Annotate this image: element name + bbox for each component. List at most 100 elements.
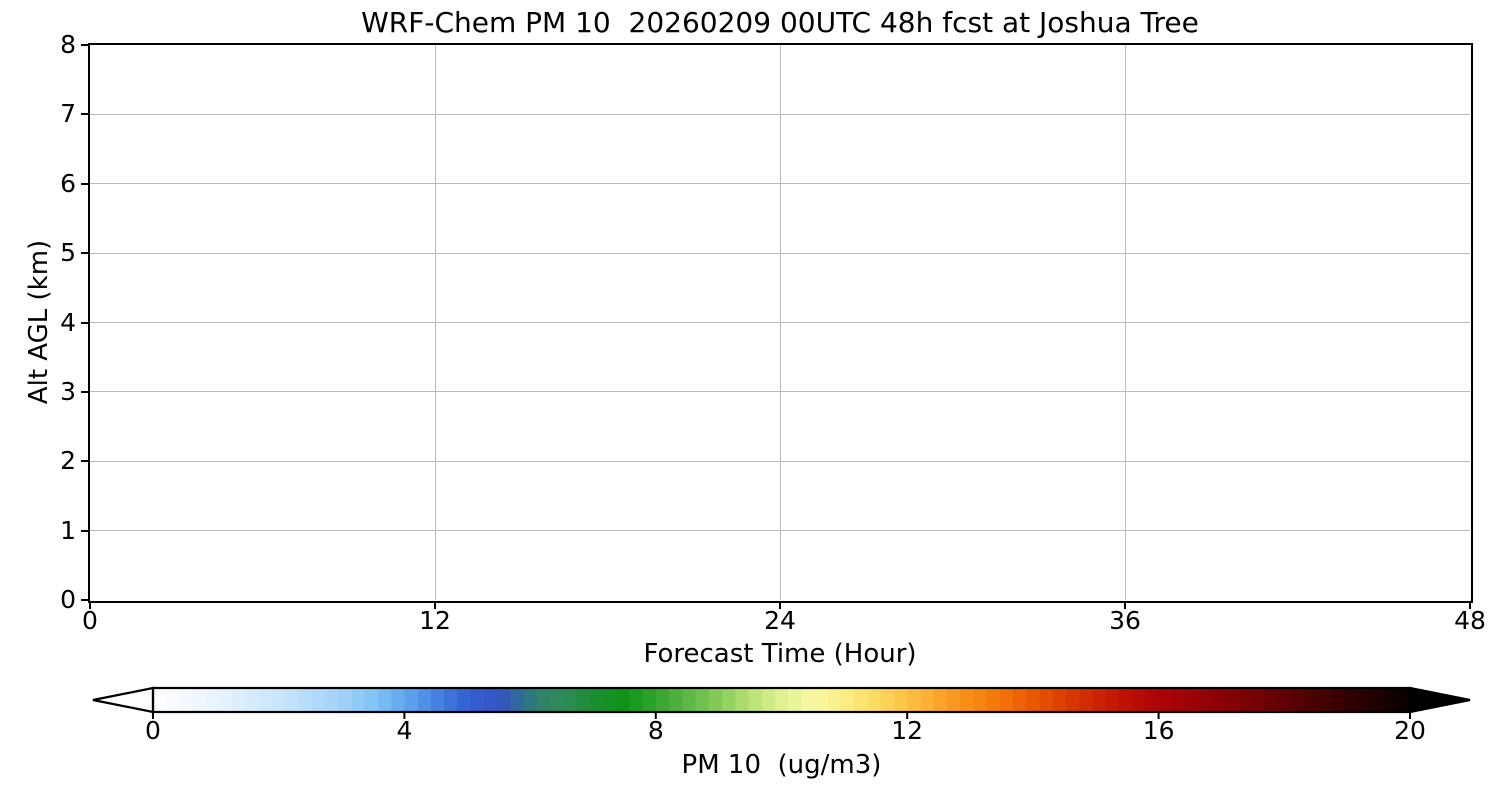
colorbar-segment bbox=[708, 688, 723, 712]
colorbar-segment bbox=[973, 688, 988, 712]
colorbar-segment bbox=[867, 688, 882, 712]
colorbar-segment bbox=[1158, 688, 1173, 712]
colorbar-segment bbox=[576, 688, 591, 712]
colorbar-segment bbox=[166, 688, 181, 712]
y-tick-label: 2 bbox=[60, 446, 76, 476]
x-axis-label: Forecast Time (Hour) bbox=[643, 639, 917, 669]
y-tick-label: 8 bbox=[60, 30, 76, 59]
y-tick-mark bbox=[81, 113, 89, 116]
colorbar-segment bbox=[735, 688, 750, 712]
colorbar-tick-label: 16 bbox=[1142, 716, 1175, 745]
colorbar-segment bbox=[1237, 688, 1252, 712]
colorbar-label: PM 10 (ug/m3) bbox=[681, 750, 882, 780]
colorbar-segment bbox=[457, 688, 472, 712]
y-tick-mark bbox=[81, 44, 89, 46]
colorbar-tick-label: 0 bbox=[145, 716, 161, 745]
colorbar-segment bbox=[1026, 688, 1041, 712]
x-tick-mark bbox=[1469, 601, 1471, 609]
colorbar-segment bbox=[232, 688, 247, 712]
colorbar-segment bbox=[602, 688, 617, 712]
y-tick-mark bbox=[81, 529, 89, 532]
colorbar-over-arrow bbox=[1408, 686, 1471, 714]
colorbar-under-arrow bbox=[92, 686, 155, 714]
colorbar-segment bbox=[1317, 688, 1332, 712]
colorbar-segment bbox=[1145, 688, 1160, 712]
y-tick-mark bbox=[81, 252, 89, 255]
colorbar-tick-label: 4 bbox=[396, 716, 413, 745]
colorbar-tick-label: 8 bbox=[647, 716, 664, 745]
colorbar-segment bbox=[1171, 688, 1186, 712]
colorbar-segment bbox=[907, 688, 922, 712]
colorbar-segment bbox=[1079, 688, 1094, 712]
y-tick-label: 7 bbox=[60, 99, 76, 129]
y-tick-label: 6 bbox=[60, 168, 76, 198]
colorbar-segment bbox=[1370, 688, 1385, 712]
x-tick-label: 36 bbox=[1109, 606, 1141, 635]
colorbar-segment bbox=[258, 688, 273, 712]
colorbar-segment bbox=[1118, 688, 1133, 712]
y-tick-mark bbox=[81, 390, 89, 393]
colorbar-segment bbox=[788, 688, 802, 712]
colorbar-segment bbox=[179, 688, 194, 712]
colorbar-segment bbox=[814, 688, 829, 712]
colorbar-segment bbox=[1224, 688, 1239, 712]
colorbar-tick-label: 20 bbox=[1394, 716, 1426, 745]
x-tick-label: 0 bbox=[82, 606, 98, 635]
colorbar-segment bbox=[893, 688, 908, 712]
colorbar-segment bbox=[497, 688, 511, 712]
y-tick-mark bbox=[81, 460, 89, 463]
colorbar-segment bbox=[523, 688, 538, 712]
x-gridline bbox=[779, 45, 781, 600]
colorbar-segment bbox=[1105, 688, 1120, 712]
y-tick-label: 4 bbox=[60, 307, 76, 337]
plot-area bbox=[87, 42, 1473, 603]
colorbar-segment bbox=[272, 688, 286, 712]
colorbar-segment bbox=[1304, 688, 1318, 712]
colorbar-segment bbox=[1383, 688, 1398, 712]
colorbar-segment bbox=[338, 688, 353, 712]
colorbar-segment bbox=[960, 688, 974, 712]
colorbar-segment bbox=[245, 688, 260, 712]
colorbar-segment bbox=[404, 688, 419, 712]
y-tick-label: 0 bbox=[60, 585, 76, 614]
colorbar-segment bbox=[549, 688, 564, 712]
colorbar-segment bbox=[1290, 688, 1305, 712]
colorbar-segment bbox=[682, 688, 697, 712]
y-tick-label: 1 bbox=[60, 515, 76, 545]
colorbar-segment bbox=[933, 688, 948, 712]
colorbar-segment bbox=[377, 688, 392, 712]
colorbar-segment bbox=[1198, 688, 1213, 712]
colorbar-segment bbox=[801, 688, 816, 712]
colorbar-segment bbox=[285, 688, 300, 712]
x-tick-label: 24 bbox=[764, 606, 796, 635]
colorbar-segment bbox=[986, 688, 1001, 712]
colorbar-segment bbox=[325, 688, 339, 712]
colorbar-segment bbox=[589, 688, 604, 712]
colorbar-segment bbox=[1264, 688, 1279, 712]
colorbar-segment bbox=[721, 688, 736, 712]
colorbar-segment bbox=[999, 688, 1014, 712]
colorbar-segment bbox=[364, 688, 379, 712]
colorbar-segment bbox=[841, 688, 855, 712]
colorbar-segment bbox=[483, 688, 498, 712]
colorbar-segment bbox=[298, 688, 313, 712]
x-tick-mark bbox=[1124, 601, 1126, 609]
colorbar-segment bbox=[444, 688, 458, 712]
colorbar-segment bbox=[774, 688, 789, 712]
x-tick-mark bbox=[779, 601, 781, 609]
colorbar-segment bbox=[1330, 688, 1345, 712]
colorbar-segment bbox=[946, 688, 961, 712]
colorbar-segment bbox=[192, 688, 207, 712]
colorbar-segment bbox=[351, 688, 366, 712]
colorbar-segment bbox=[669, 688, 683, 712]
colorbar-segment bbox=[920, 688, 935, 712]
colorbar-segment bbox=[510, 688, 525, 712]
x-tick-mark bbox=[434, 601, 436, 609]
colorbar-segment bbox=[205, 688, 220, 712]
y-tick-mark bbox=[81, 599, 89, 601]
x-tick-label: 48 bbox=[1454, 606, 1486, 635]
colorbar-segment bbox=[1052, 688, 1067, 712]
colorbar-segment bbox=[1343, 688, 1358, 712]
x-tick-mark bbox=[89, 601, 91, 609]
colorbar-segment bbox=[854, 688, 869, 712]
